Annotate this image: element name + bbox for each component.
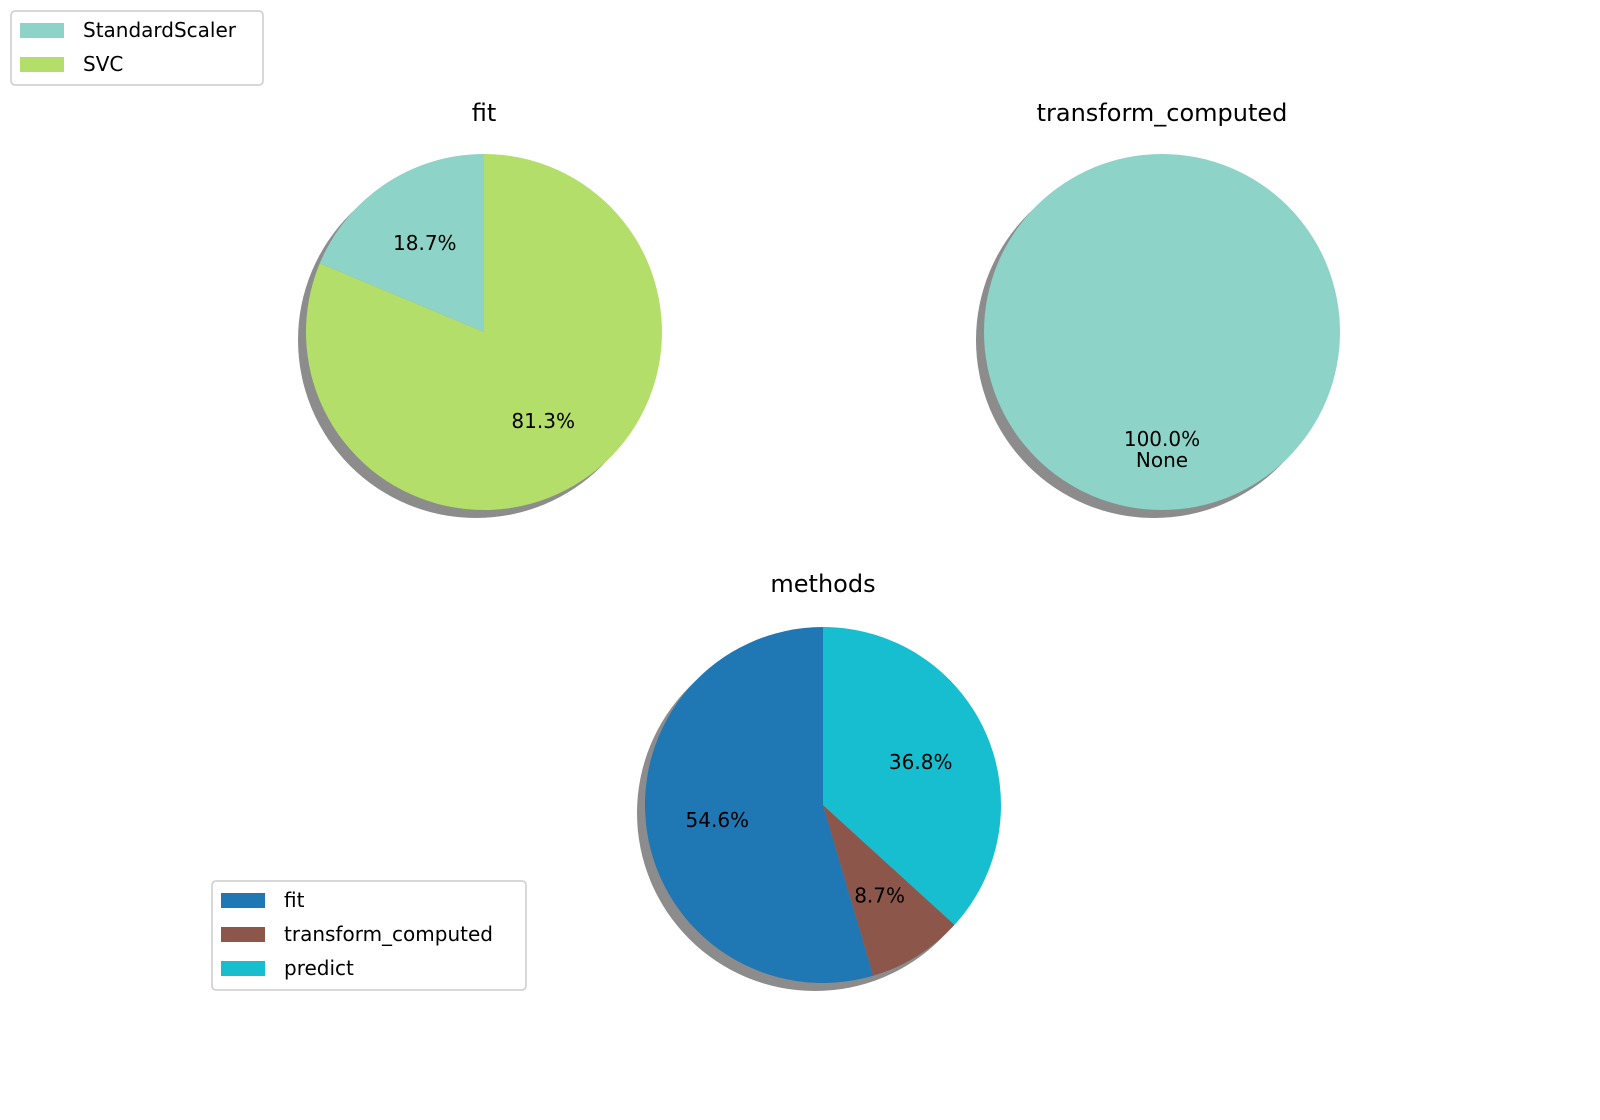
legend-label-standardscaler: StandardScaler (83, 18, 237, 42)
legend-label-svc: SVC (83, 52, 123, 76)
legend-frame (10, 10, 264, 86)
pie-slice-predict (823, 627, 1001, 925)
legend-swatch-svc (20, 57, 64, 72)
pie-labels: 54.6% 8.7% 36.8% (686, 750, 953, 908)
pie-slices (637, 627, 1001, 991)
chart-title-methods: methods (770, 570, 875, 598)
chart-title-fit: fit (472, 99, 497, 127)
pie-percent-label-none: 100.0% (1124, 427, 1200, 451)
pie-percent-label-fit: 54.6% (686, 808, 750, 832)
pie-labels: 100.0%None (1124, 427, 1200, 472)
pie-percent-label-transform-computed: 8.7% (854, 884, 905, 908)
pie-percent-label-standardscaler: 18.7% (393, 231, 457, 255)
legend-label-predict: predict (284, 956, 354, 980)
legend-swatch-predict (221, 961, 265, 976)
pie-category-label-none: None (1136, 448, 1188, 472)
pie-slices (976, 154, 1340, 518)
pie-labels: 18.7% 81.3% (393, 231, 575, 433)
pie-chart-transform-computed: transform_computed 100.0%None (976, 99, 1340, 518)
pie-slice-standardscaler (319, 154, 484, 332)
legend-label-transform-computed: transform_computed (284, 922, 493, 946)
pie-slice-fit (645, 627, 874, 984)
legend-swatch-standardscaler (20, 23, 64, 38)
pie-slice-svc (305, 154, 662, 510)
legend-label-fit: fit (284, 888, 305, 912)
legend-swatch-transform-computed (221, 927, 265, 942)
pie-chart-methods: methods 54.6% 8.7% 36.8% (637, 570, 1001, 991)
legend-swatch-fit (221, 893, 265, 908)
pie-percent-label-svc: 81.3% (511, 409, 575, 433)
pie-slice-transform-computed (823, 805, 955, 976)
pie-slices (298, 154, 662, 518)
legend-methods: fit transform_computed predict (211, 880, 527, 991)
pie-slice-none (984, 154, 1340, 510)
pie-percent-label-predict: 36.8% (889, 750, 953, 774)
legend-frame (211, 880, 527, 991)
legend-fit: StandardScaler SVC (10, 10, 264, 86)
pie-chart-fit: fit 18.7% 81.3% (298, 99, 662, 518)
chart-title-transform-computed: transform_computed (1037, 99, 1288, 127)
